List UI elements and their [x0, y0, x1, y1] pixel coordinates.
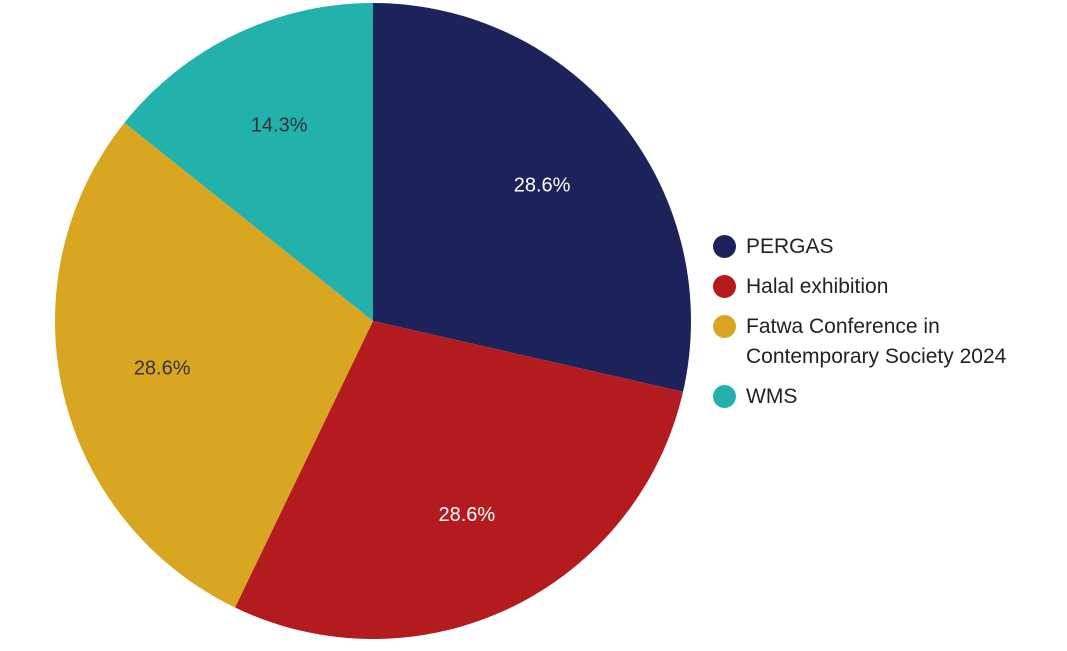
legend-swatch: [713, 315, 736, 338]
slice-data-label: 28.6%: [134, 357, 191, 379]
slice-data-label: 14.3%: [251, 114, 308, 136]
legend-item: PERGAS: [713, 232, 1058, 262]
legend-item: Halal exhibition: [713, 272, 1058, 302]
pie-chart: 28.6% 28.6% 28.6% 14.3%: [54, 3, 691, 639]
pie-slice-halal-exhibition: [235, 321, 684, 639]
slice-data-label: 28.6%: [514, 174, 571, 196]
legend-swatch: [713, 275, 736, 298]
legend-label: Halal exhibition: [746, 275, 889, 298]
legend-swatch: [713, 385, 736, 408]
legend-label: WMS: [746, 385, 798, 408]
pie-slice-fatwa-conference-in-contemporary-society-2024: [54, 122, 374, 608]
legend-item: WMS: [713, 382, 1058, 412]
slice-data-label: 28.6%: [438, 504, 495, 526]
legend-label: PERGAS: [746, 235, 834, 258]
legend-item: Fatwa Conference in Contemporary Society …: [713, 312, 1058, 372]
legend-swatch: [713, 235, 736, 258]
pie-slice-wms: [124, 3, 373, 321]
pie-slice-pergas: [373, 3, 691, 392]
legend-label: Fatwa Conference in Contemporary Society …: [746, 315, 1007, 368]
legend: PERGAS Halal exhibition Fatwa Conference i…: [713, 232, 1058, 422]
